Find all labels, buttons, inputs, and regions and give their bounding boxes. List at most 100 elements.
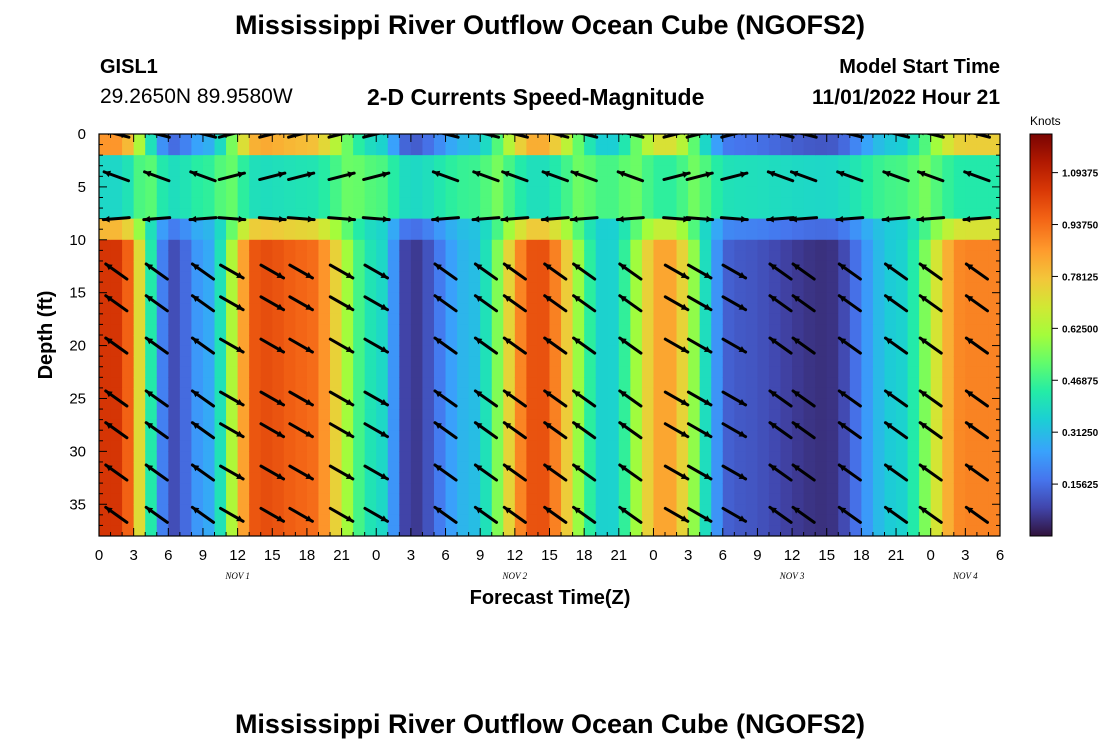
heatmap-cell [526,409,539,421]
current-vector [327,215,357,223]
heatmap-cell [202,483,216,495]
heatmap-cell [364,176,377,188]
heatmap-cell [179,324,193,336]
heatmap-cell [318,430,331,442]
heatmap-cell [792,356,805,368]
heatmap-cell [410,165,424,177]
heatmap-cell [191,472,204,484]
heatmap-cell [306,176,320,188]
heatmap-cell [353,144,366,156]
heatmap-cell [768,313,782,326]
heatmap-cell [237,250,250,262]
heatmap-cell [110,483,123,495]
current-vector [502,336,527,355]
heatmap-cell [953,186,966,199]
heatmap-cell [353,208,366,220]
heatmap-cell [595,419,608,431]
heatmap-cell [953,514,966,527]
heatmap-cell [630,250,643,262]
heatmap-cell [364,525,377,536]
heatmap-cell [896,250,909,262]
heatmap-cell [376,218,389,230]
heatmap-cell [745,324,759,336]
heatmap-cell [711,250,724,262]
heatmap-cell [179,366,193,378]
heatmap-cell [884,165,897,177]
heatmap-cell [884,451,897,463]
heatmap-cell [237,377,250,389]
heatmap-cell [168,409,181,421]
heatmap-cell [618,197,631,209]
heatmap-cell [792,218,805,230]
heatmap-cell [514,165,527,177]
axes: 0 3 6 9 12 15 18 21 0 3 6 9 12 15 18 21 0 3 6 9 12 15 18 21 0 3 60… [69,126,1004,581]
heatmap-cell [422,451,435,463]
heatmap-cell [757,324,770,336]
current-vector [963,170,991,183]
heatmap-cell [353,345,366,357]
heatmap-cell [249,440,262,452]
heatmap-cell [688,377,701,389]
heatmap-cell [815,409,828,421]
current-vector [618,336,643,355]
heatmap-cell [202,525,216,536]
heatmap-cell [757,313,770,326]
heatmap-cell [826,472,839,484]
heatmap-cell [896,208,909,220]
heatmap-cell [595,440,608,452]
current-vector [104,262,129,281]
current-vector [219,337,245,354]
x-axis-label: Forecast Time(Z) [470,587,631,609]
heatmap-cell [722,303,735,315]
heatmap-cell [191,398,204,410]
heatmap-cell [768,525,782,536]
heatmap-cell [191,356,204,368]
heatmap-cell [584,186,597,199]
heatmap-cell [503,303,516,315]
heatmap-cell [283,282,296,294]
heatmap-cell [480,504,493,516]
heatmap-cell [156,377,169,389]
heatmap-cell [561,430,574,442]
heatmap-cell [214,250,227,262]
x-tick-label: 0 [649,547,657,564]
heatmap-cell [699,229,712,241]
heatmap-cell [226,324,239,336]
heatmap-cell [249,282,262,294]
heatmap-cell [722,271,735,283]
heatmap-cell [988,356,1000,368]
heatmap-cell [330,324,343,336]
heatmap-cell [734,335,747,347]
heatmap-cell [942,356,955,368]
heatmap-cell [988,525,1000,536]
heatmap-cell [896,387,909,400]
heatmap-cell [896,366,909,378]
heatmap-cell [468,250,481,262]
heatmap-cell [445,239,458,251]
heatmap-cell [122,155,135,167]
heatmap-cell [549,239,562,251]
heatmap-cell [283,155,296,167]
heatmap-cell [99,260,112,273]
heatmap-cell [953,218,966,230]
heatmap-cell [942,165,955,177]
heatmap-cell [526,260,539,273]
heatmap-cell [907,472,920,484]
heatmap-cell [179,472,193,484]
heatmap-cell [549,292,562,304]
heatmap-cell [988,282,1000,294]
heatmap-cell [919,409,932,421]
heatmap-cell [815,461,828,474]
heatmap-cell [907,165,920,177]
heatmap-cell [214,313,227,326]
heatmap-cell [422,387,435,400]
heatmap-cell [768,144,782,156]
heatmap-cell [306,440,320,452]
heatmap-cell [711,197,724,209]
heatmap-cell [353,324,366,336]
heatmap-cell [318,197,331,209]
heatmap-cell [676,292,689,304]
current-vector [837,389,862,408]
heatmap-cell [988,313,1000,326]
heatmap-cell [133,250,146,262]
